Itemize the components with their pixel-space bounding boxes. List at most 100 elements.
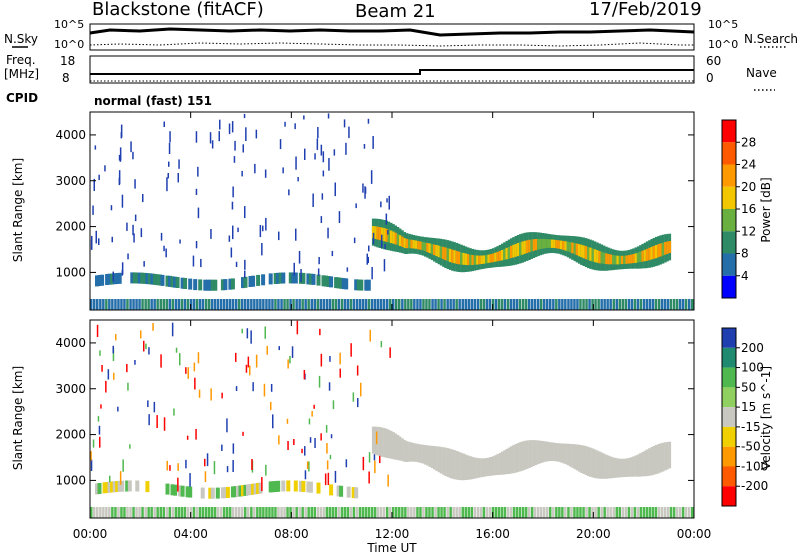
near-range-cell [564,299,567,310]
count-panel-frame [89,23,695,51]
velocity-colorbar-frame [721,327,737,507]
ground-scatter-band [374,426,377,455]
scatter-speck [318,257,320,265]
scatter-band-core [546,239,549,248]
morning-band-cell [341,278,346,290]
ground-scatter-band [564,443,567,465]
scatter-speck [185,367,187,374]
power-ytick-label: 4000 [55,128,86,142]
xtick-label: 00:00 [677,527,712,541]
near-range-cell [361,299,365,310]
ground-scatter-band [512,445,515,474]
near-range-cell [262,299,265,310]
ground-scatter-band [519,442,522,472]
scatter-speck [230,247,233,258]
near-range-cell [201,507,205,518]
near-range-cell [407,507,410,518]
scatter-speck [259,225,262,238]
nave-tick-top: 60 [706,54,722,68]
near-range-cell [594,299,597,310]
power-colorbar-tick-label: 24 [741,158,756,172]
near-range-cell [322,299,325,310]
scatter-speck [374,460,376,474]
scatter-speck [231,121,234,133]
near-range-cell [183,299,187,310]
near-range-cell [606,299,609,310]
near-range-cell [624,299,627,310]
near-range-cell [558,507,561,518]
near-range-cell [509,299,513,310]
scatter-speck [362,183,364,193]
near-range-cell [395,299,398,310]
scatter-speck [177,477,179,492]
ground-scatter-band [578,444,581,472]
ground-scatter-band [550,442,554,461]
near-range-cell [591,507,594,518]
near-range-cell [467,507,470,518]
scatter-band-core [600,251,604,264]
beam-label: Beam 21 [355,1,436,22]
near-range-cell [168,299,171,310]
scatter-speck [113,372,115,380]
near-range-cell [198,507,202,518]
near-range-cell [355,299,359,310]
scatter-band-core [428,243,431,253]
near-range-cell [186,507,190,518]
scatter-speck [330,434,333,439]
scatter-speck [92,439,95,448]
scatter-band-core [408,239,411,249]
ground-scatter-band [428,445,431,467]
scatter-band-core [578,244,581,257]
ground-scatter-band [480,458,484,478]
near-range-cell [222,299,226,310]
scatter-speck [132,151,134,160]
scatter-speck [284,121,286,127]
near-range-cell [681,507,685,518]
scatter-speck [237,227,239,233]
scatter-speck [362,456,365,471]
near-range-cell [672,299,676,310]
morning-band-cell [241,485,245,497]
near-range-cell [156,299,159,310]
scatter-band-core [512,244,515,258]
morning-band-cell [301,480,306,492]
near-range-cell [627,507,631,518]
near-range-cell [422,299,425,310]
scatter-speck [308,418,311,425]
scatter-speck [100,404,102,409]
scatter-speck [198,389,201,398]
near-range-cell [579,507,582,518]
near-range-cell [301,299,304,310]
ground-scatter-band [616,458,619,478]
morning-band-cell [339,277,344,289]
near-range-cell [313,507,316,518]
morning-band-cell [258,482,263,494]
scatter-speck [168,142,171,154]
near-range-cell [464,507,467,518]
near-range-cell [235,299,238,310]
morning-band-cell [293,480,298,492]
scatter-band-core [664,242,667,255]
scatter-speck [328,158,330,171]
scatter-band-core [417,241,420,250]
morning-band-cell [115,273,120,284]
near-range-cell [253,507,256,518]
morning-band-cell [168,275,172,287]
power-colorbar-tick-label: 12 [741,224,756,238]
scatter-speck [388,195,390,210]
scatter-speck [332,400,335,410]
ground-scatter-band [553,442,556,462]
power-colorbar-segment [722,231,736,254]
near-range-cell [268,507,271,518]
morning-band-cell [210,279,215,291]
scatter-speck [278,435,280,445]
scatter-speck [228,123,231,135]
near-range-cell [301,507,304,518]
scatter-speck [367,118,370,124]
morning-band-cell [170,484,175,496]
near-range-cell [570,299,573,310]
near-range-cell [585,507,588,518]
ground-scatter-band [390,430,393,459]
scatter-speck [356,365,359,376]
ground-scatter-band [503,450,506,475]
